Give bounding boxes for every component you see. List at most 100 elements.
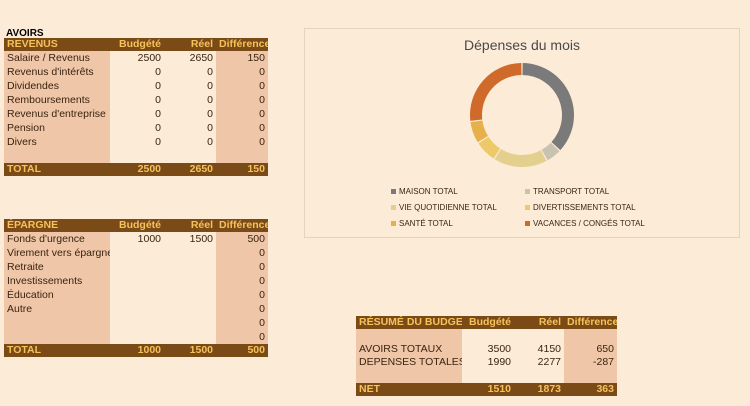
epargne-total-diff[interactable]: 500 <box>216 344 268 357</box>
epargne-cell-label[interactable] <box>4 330 110 344</box>
epargne-cell-diff[interactable]: 0 <box>216 330 268 344</box>
revenus-cell-reel[interactable]: 0 <box>164 121 216 135</box>
revenus-cell-budget[interactable]: 0 <box>110 107 164 121</box>
epargne-cell-label[interactable]: Retraite <box>4 260 110 274</box>
epargne-cell-label[interactable]: Investissements <box>4 274 110 288</box>
revenus-total-diff[interactable]: 150 <box>216 163 268 176</box>
epargne-total-reel[interactable]: 1500 <box>164 344 216 357</box>
epargne-cell-budget[interactable] <box>110 288 164 302</box>
epargne-header-diff[interactable]: Différence <box>216 219 268 232</box>
epargne-cell-label[interactable]: Fonds d'urgence <box>4 232 110 246</box>
donut-slice-3[interactable] <box>478 136 501 159</box>
resume-cell-budget[interactable]: 1990 <box>462 356 514 369</box>
revenus-cell-label[interactable]: Dividendes <box>4 79 110 93</box>
epargne-cell-budget[interactable] <box>110 260 164 274</box>
revenus-cell-reel[interactable]: 0 <box>164 135 216 149</box>
revenus-cell-diff[interactable]: 0 <box>216 93 268 107</box>
epargne-cell-label[interactable]: Éducation <box>4 288 110 302</box>
epargne-cell-diff[interactable]: 0 <box>216 246 268 260</box>
revenus-cell-diff[interactable]: 0 <box>216 121 268 135</box>
resume-cell-diff[interactable]: -287 <box>564 356 617 369</box>
resume-total-budget[interactable]: 1510 <box>462 383 514 396</box>
epargne-cell-reel[interactable] <box>164 274 216 288</box>
revenus-cell-diff[interactable]: 150 <box>216 51 268 65</box>
epargne-cell-budget[interactable] <box>110 330 164 344</box>
epargne-total-budget[interactable]: 1000 <box>110 344 164 357</box>
revenus-header-label[interactable]: REVENUS <box>4 38 110 51</box>
epargne-header-budget[interactable]: Budgété <box>110 219 164 232</box>
resume-cell-label[interactable]: AVOIRS TOTAUX <box>356 343 462 356</box>
revenus-cell-budget[interactable]: 0 <box>110 93 164 107</box>
epargne-cell-reel[interactable] <box>164 302 216 316</box>
revenus-cell-reel[interactable]: 0 <box>164 79 216 93</box>
donut-slice-4[interactable] <box>470 120 488 143</box>
revenus-cell-reel[interactable]: 0 <box>164 107 216 121</box>
epargne-cell-budget[interactable]: 1000 <box>110 232 164 246</box>
resume-header-label[interactable]: RÉSUMÉ DU BUDGET <box>356 316 462 329</box>
resume-header-budget[interactable]: Budgété <box>462 316 514 329</box>
epargne-header-reel[interactable]: Réel <box>164 219 216 232</box>
resume-header-reel[interactable]: Réel <box>514 316 564 329</box>
epargne-cell-reel[interactable] <box>164 260 216 274</box>
revenus-cell-label[interactable]: Remboursements <box>4 93 110 107</box>
resume-cell-reel[interactable]: 4150 <box>514 343 564 356</box>
revenus-cell-label[interactable]: Divers <box>4 135 110 149</box>
epargne-cell-label[interactable]: Virement vers épargne <box>4 246 110 260</box>
resume-cell-reel[interactable]: 2277 <box>514 356 564 369</box>
revenus-cell-budget[interactable]: 0 <box>110 79 164 93</box>
revenus-cell-reel[interactable]: 2650 <box>164 51 216 65</box>
resume-cell-label[interactable]: DEPENSES TOTALES <box>356 356 462 369</box>
donut-slice-2[interactable] <box>494 149 547 167</box>
epargne-cell-label[interactable] <box>4 316 110 330</box>
epargne-cell-reel[interactable] <box>164 288 216 302</box>
expenses-chart[interactable]: Dépenses du mois MAISON TOTAL TRANSPORT T… <box>304 28 740 238</box>
donut-slice-0[interactable] <box>522 63 575 151</box>
revenus-total-reel[interactable]: 2650 <box>164 163 216 176</box>
epargne-cell-label[interactable]: Autre <box>4 302 110 316</box>
epargne-cell-budget[interactable] <box>110 302 164 316</box>
revenus-cell-budget[interactable]: 0 <box>110 121 164 135</box>
revenus-cell-reel[interactable]: 0 <box>164 93 216 107</box>
revenus-header-diff[interactable]: Différence <box>216 38 268 51</box>
epargne-cell-diff[interactable]: 0 <box>216 274 268 288</box>
epargne-total-label[interactable]: TOTAL <box>4 344 110 357</box>
revenus-cell-diff[interactable]: 0 <box>216 135 268 149</box>
resume-total-reel[interactable]: 1873 <box>514 383 564 396</box>
epargne-table: ÉPARGNE Budgété Réel Différence Fonds d'… <box>4 219 268 357</box>
revenus-total-budget[interactable]: 2500 <box>110 163 164 176</box>
resume-cell-budget[interactable]: 3500 <box>462 343 514 356</box>
revenus-header-reel[interactable]: Réel <box>164 38 216 51</box>
epargne-header-label[interactable]: ÉPARGNE <box>4 219 110 232</box>
resume-total-label[interactable]: NET <box>356 383 462 396</box>
donut-slice-1[interactable] <box>541 142 560 161</box>
revenus-cell-label[interactable]: Salaire / Revenus <box>4 51 110 65</box>
revenus-cell-diff[interactable]: 0 <box>216 65 268 79</box>
epargne-cell-diff[interactable]: 0 <box>216 302 268 316</box>
epargne-cell-diff[interactable]: 0 <box>216 260 268 274</box>
donut-slice-5[interactable] <box>470 63 522 121</box>
revenus-cell-label[interactable]: Revenus d'intérêts <box>4 65 110 79</box>
revenus-header-budget[interactable]: Budgété <box>110 38 164 51</box>
epargne-cell-diff[interactable]: 0 <box>216 316 268 330</box>
revenus-cell-diff[interactable]: 0 <box>216 107 268 121</box>
revenus-cell-label[interactable]: Pension <box>4 121 110 135</box>
revenus-cell-diff[interactable]: 0 <box>216 79 268 93</box>
epargne-cell-reel[interactable] <box>164 316 216 330</box>
revenus-cell-reel[interactable]: 0 <box>164 65 216 79</box>
epargne-cell-budget[interactable] <box>110 274 164 288</box>
revenus-cell-budget[interactable]: 0 <box>110 135 164 149</box>
resume-total-diff[interactable]: 363 <box>564 383 617 396</box>
revenus-cell-budget[interactable]: 0 <box>110 65 164 79</box>
epargne-cell-reel[interactable] <box>164 246 216 260</box>
epargne-cell-budget[interactable] <box>110 246 164 260</box>
epargne-cell-diff[interactable]: 500 <box>216 232 268 246</box>
revenus-total-label[interactable]: TOTAL <box>4 163 110 176</box>
resume-cell-diff[interactable]: 650 <box>564 343 617 356</box>
epargne-cell-budget[interactable] <box>110 316 164 330</box>
revenus-cell-budget[interactable]: 2500 <box>110 51 164 65</box>
epargne-cell-reel[interactable] <box>164 330 216 344</box>
revenus-cell-label[interactable]: Revenus d'entreprise <box>4 107 110 121</box>
epargne-cell-reel[interactable]: 1500 <box>164 232 216 246</box>
epargne-cell-diff[interactable]: 0 <box>216 288 268 302</box>
resume-header-diff[interactable]: Différence <box>564 316 617 329</box>
